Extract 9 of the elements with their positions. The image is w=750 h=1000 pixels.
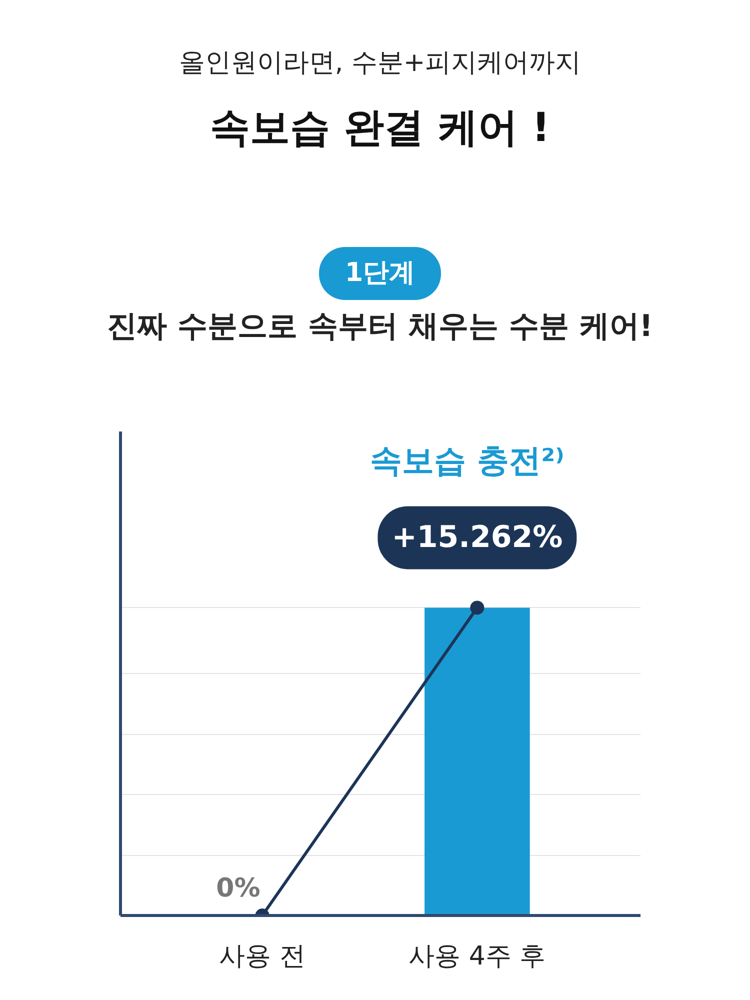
x-tick-label: 사용 전 (219, 942, 306, 972)
chart-title: 속보습 완결 케어 ! (208, 104, 552, 154)
annotation: 속보습 충전²⁾ (370, 442, 564, 480)
data-label: +15.262% (392, 520, 563, 556)
data-label: 0% (216, 874, 260, 904)
x-tick-label: 사용 4주 후 (408, 942, 546, 972)
chart-subtitle: 올인원이라면, 수분+피지케어까지 (178, 47, 582, 80)
text: 진짜 수분으로 속부터 채우는 수분 케어! (106, 308, 654, 346)
text: 1단계 (318, 247, 442, 300)
